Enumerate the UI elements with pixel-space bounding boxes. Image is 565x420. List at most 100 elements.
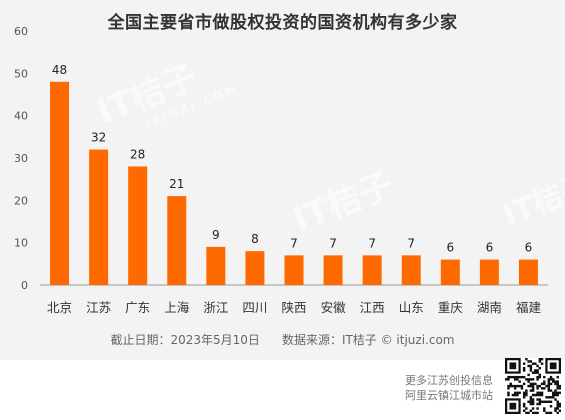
qr-module xyxy=(547,387,550,390)
qr-module xyxy=(538,402,542,406)
qr-module xyxy=(556,387,559,390)
qr-module xyxy=(549,411,553,414)
qr-module xyxy=(529,409,533,412)
qr-module xyxy=(536,375,539,379)
qr-finder xyxy=(549,362,557,370)
qr-module xyxy=(516,378,519,381)
qr-module xyxy=(536,364,539,368)
bar xyxy=(89,149,109,285)
qr-module xyxy=(529,400,533,403)
qr-module xyxy=(531,362,535,365)
qr-module xyxy=(536,391,539,395)
qr-module xyxy=(536,371,539,374)
qr-module xyxy=(531,371,535,374)
qr-module xyxy=(547,384,550,388)
qr-module xyxy=(522,391,526,395)
qr-module xyxy=(505,378,508,381)
qr-finder xyxy=(509,362,517,370)
x-tick-label: 江西 xyxy=(360,300,385,315)
qr-module xyxy=(525,411,528,414)
qr-module xyxy=(516,384,519,388)
qr-module xyxy=(552,393,555,397)
qr-module xyxy=(540,382,544,386)
qr-module xyxy=(536,378,539,381)
qr-module xyxy=(529,398,533,401)
qr-module xyxy=(529,360,533,363)
qr-module xyxy=(552,380,555,383)
qr-module xyxy=(511,375,515,379)
qr-module xyxy=(538,384,542,388)
bar xyxy=(479,259,499,285)
y-tick-label: 0 xyxy=(21,279,28,292)
data-label: 7 xyxy=(329,236,337,250)
qr-module xyxy=(522,366,526,370)
qr-module xyxy=(538,373,542,377)
data-label: 7 xyxy=(290,236,298,250)
qr-module xyxy=(527,380,530,383)
x-tick-label: 江苏 xyxy=(86,300,111,315)
qr-module xyxy=(554,391,557,395)
qr-module xyxy=(547,389,550,392)
qr-module xyxy=(513,384,517,388)
qr-module xyxy=(558,391,561,395)
qr-module xyxy=(540,387,544,390)
qr-module xyxy=(549,396,553,399)
bar xyxy=(440,259,460,285)
qr-module xyxy=(536,411,539,414)
y-tick-label: 30 xyxy=(14,152,28,165)
qr-module xyxy=(538,358,542,361)
qr-module xyxy=(529,369,533,372)
qr-finder xyxy=(509,402,517,410)
bar-chart: 0 10 20 30 40 50 60 48 北京 32 江苏 28 广东 21 上海 9 浙江 8 四川 7 陕西 7 安… xyxy=(14,25,548,315)
qr-module xyxy=(522,409,526,412)
qr-module xyxy=(531,393,535,397)
promo-text: 更多江苏创投信息 阿里云镇江城市站 xyxy=(405,373,493,403)
qr-module xyxy=(527,364,530,368)
qr-module xyxy=(513,375,517,379)
qr-module xyxy=(534,411,537,414)
qr-module xyxy=(531,402,535,406)
qr-module xyxy=(522,362,526,365)
qr-module xyxy=(547,378,550,381)
bar xyxy=(50,81,70,285)
qr-module xyxy=(556,384,559,388)
qr-module xyxy=(540,358,544,361)
qr-module xyxy=(552,391,555,395)
bar xyxy=(401,255,421,285)
qr-module xyxy=(538,393,542,397)
qr-module xyxy=(556,402,559,406)
qr-module xyxy=(547,380,550,383)
qr-module xyxy=(543,400,546,403)
qr-module xyxy=(554,382,557,386)
qr-module xyxy=(547,396,550,399)
qr-module xyxy=(525,389,528,392)
data-label: 32 xyxy=(91,131,106,145)
qr-module xyxy=(554,398,557,401)
qr-module xyxy=(529,396,533,399)
qr-module xyxy=(507,375,510,379)
data-label: 9 xyxy=(212,228,220,242)
qr-module xyxy=(558,384,561,388)
qr-module xyxy=(513,387,517,390)
qr-module xyxy=(549,389,553,392)
qr-module xyxy=(534,393,537,397)
qr-module xyxy=(511,384,515,388)
qr-module xyxy=(527,378,530,381)
qr-module xyxy=(520,387,524,390)
bar xyxy=(323,255,343,285)
qr-module xyxy=(507,378,510,381)
qr-module xyxy=(522,393,526,397)
qr-module xyxy=(538,398,542,401)
qr-module xyxy=(556,400,559,403)
qr-module xyxy=(558,405,561,408)
qr-module xyxy=(527,400,530,403)
qr-module xyxy=(513,391,517,395)
qr-module xyxy=(540,400,544,403)
bar xyxy=(206,246,226,285)
qr-module xyxy=(536,384,539,388)
qr-module xyxy=(538,400,542,403)
qr-module xyxy=(527,384,530,388)
qr-module xyxy=(543,387,546,390)
qr-module xyxy=(529,384,533,388)
qr-module xyxy=(554,409,557,412)
